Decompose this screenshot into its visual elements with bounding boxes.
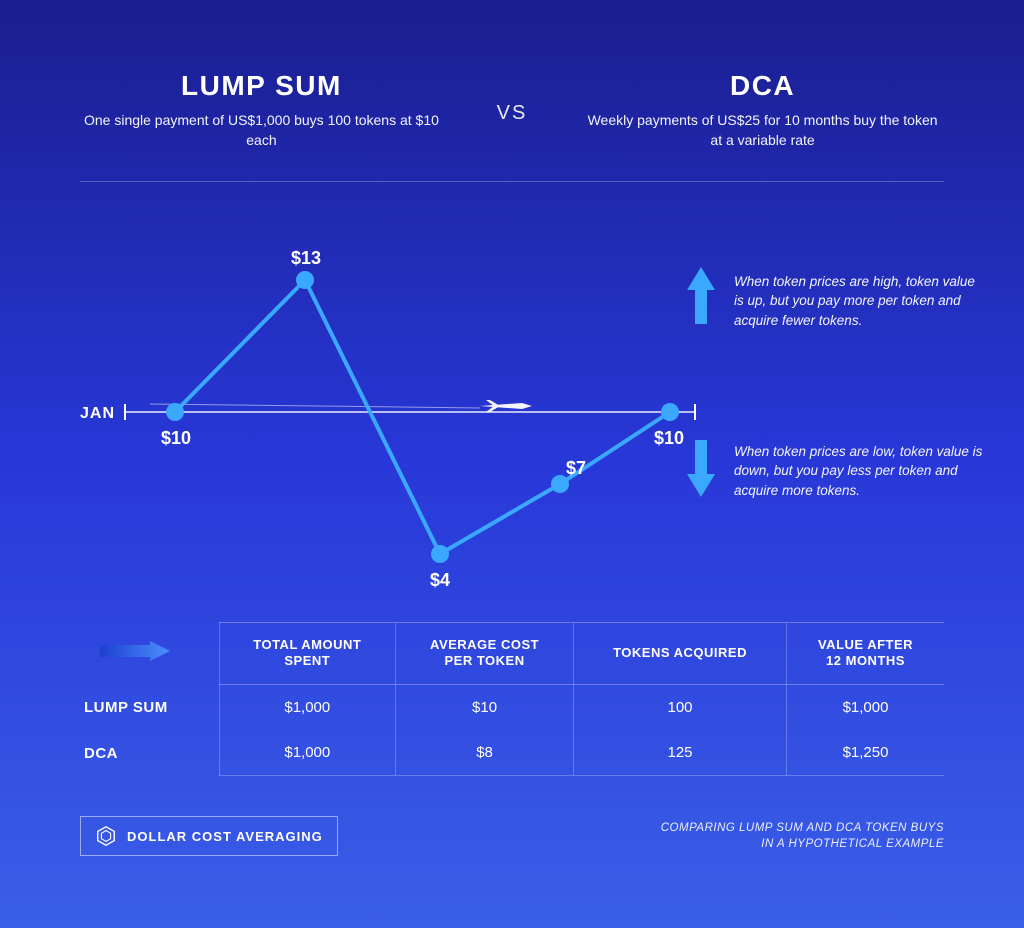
table-header: TOKENS ACQUIRED [574,622,787,685]
vs-label: VS [497,102,528,125]
comparison-table: TOTAL AMOUNTSPENTAVERAGE COSTPER TOKENTO… [80,622,944,777]
arrow-down-icon [683,432,719,502]
arrow-right-icon [100,641,170,661]
footer: DOLLAR COST AVERAGING COMPARING LUMP SUM… [80,816,944,856]
svg-text:$7: $7 [566,458,586,478]
lump-sum-title: LUMP SUM [80,70,443,102]
table-cell: $1,250 [787,730,944,776]
annotation-high: When token prices are high, token value … [734,272,984,331]
footer-caption: COMPARING LUMP SUM AND DCA TOKEN BUYS IN… [661,820,944,852]
table-cell: $1,000 [787,685,944,731]
annotation-low: When token prices are low, token value i… [734,442,984,501]
crypto-logo-icon [95,825,117,847]
svg-text:$4: $4 [430,570,450,590]
row-label: DCA [80,730,219,776]
svg-text:$13: $13 [291,248,321,268]
table-cell: $1,000 [219,685,396,731]
table-row: LUMP SUM$1,000$10100$1,000 [80,685,944,731]
table-cell: $1,000 [219,730,396,776]
header-right: DCA Weekly payments of US$25 for 10 mont… [581,70,944,151]
price-line-chart: JANDEC$10$13$4$7$10 [80,222,700,602]
lump-sum-desc: One single payment of US$1,000 buys 100 … [80,110,443,151]
badge-label: DOLLAR COST AVERAGING [127,829,323,844]
svg-text:$10: $10 [654,428,684,448]
dca-title: DCA [581,70,944,102]
table-header: AVERAGE COSTPER TOKEN [396,622,574,685]
arrow-up-icon [683,262,719,332]
table-cell: $10 [396,685,574,731]
row-label: LUMP SUM [80,685,219,731]
svg-text:$10: $10 [161,428,191,448]
svg-text:JAN: JAN [80,405,115,422]
chart-area: JANDEC$10$13$4$7$10 When token prices ar… [80,222,944,602]
table-header: VALUE AFTER12 MONTHS [787,622,944,685]
table-cell: 100 [574,685,787,731]
table-header: TOTAL AMOUNTSPENT [219,622,396,685]
table-cell: 125 [574,730,787,776]
header: LUMP SUM One single payment of US$1,000 … [80,70,944,182]
dca-badge: DOLLAR COST AVERAGING [80,816,338,856]
dca-desc: Weekly payments of US$25 for 10 months b… [581,110,944,151]
table-cell: $8 [396,730,574,776]
header-left: LUMP SUM One single payment of US$1,000 … [80,70,443,151]
table-row: DCA$1,000$8125$1,250 [80,730,944,776]
